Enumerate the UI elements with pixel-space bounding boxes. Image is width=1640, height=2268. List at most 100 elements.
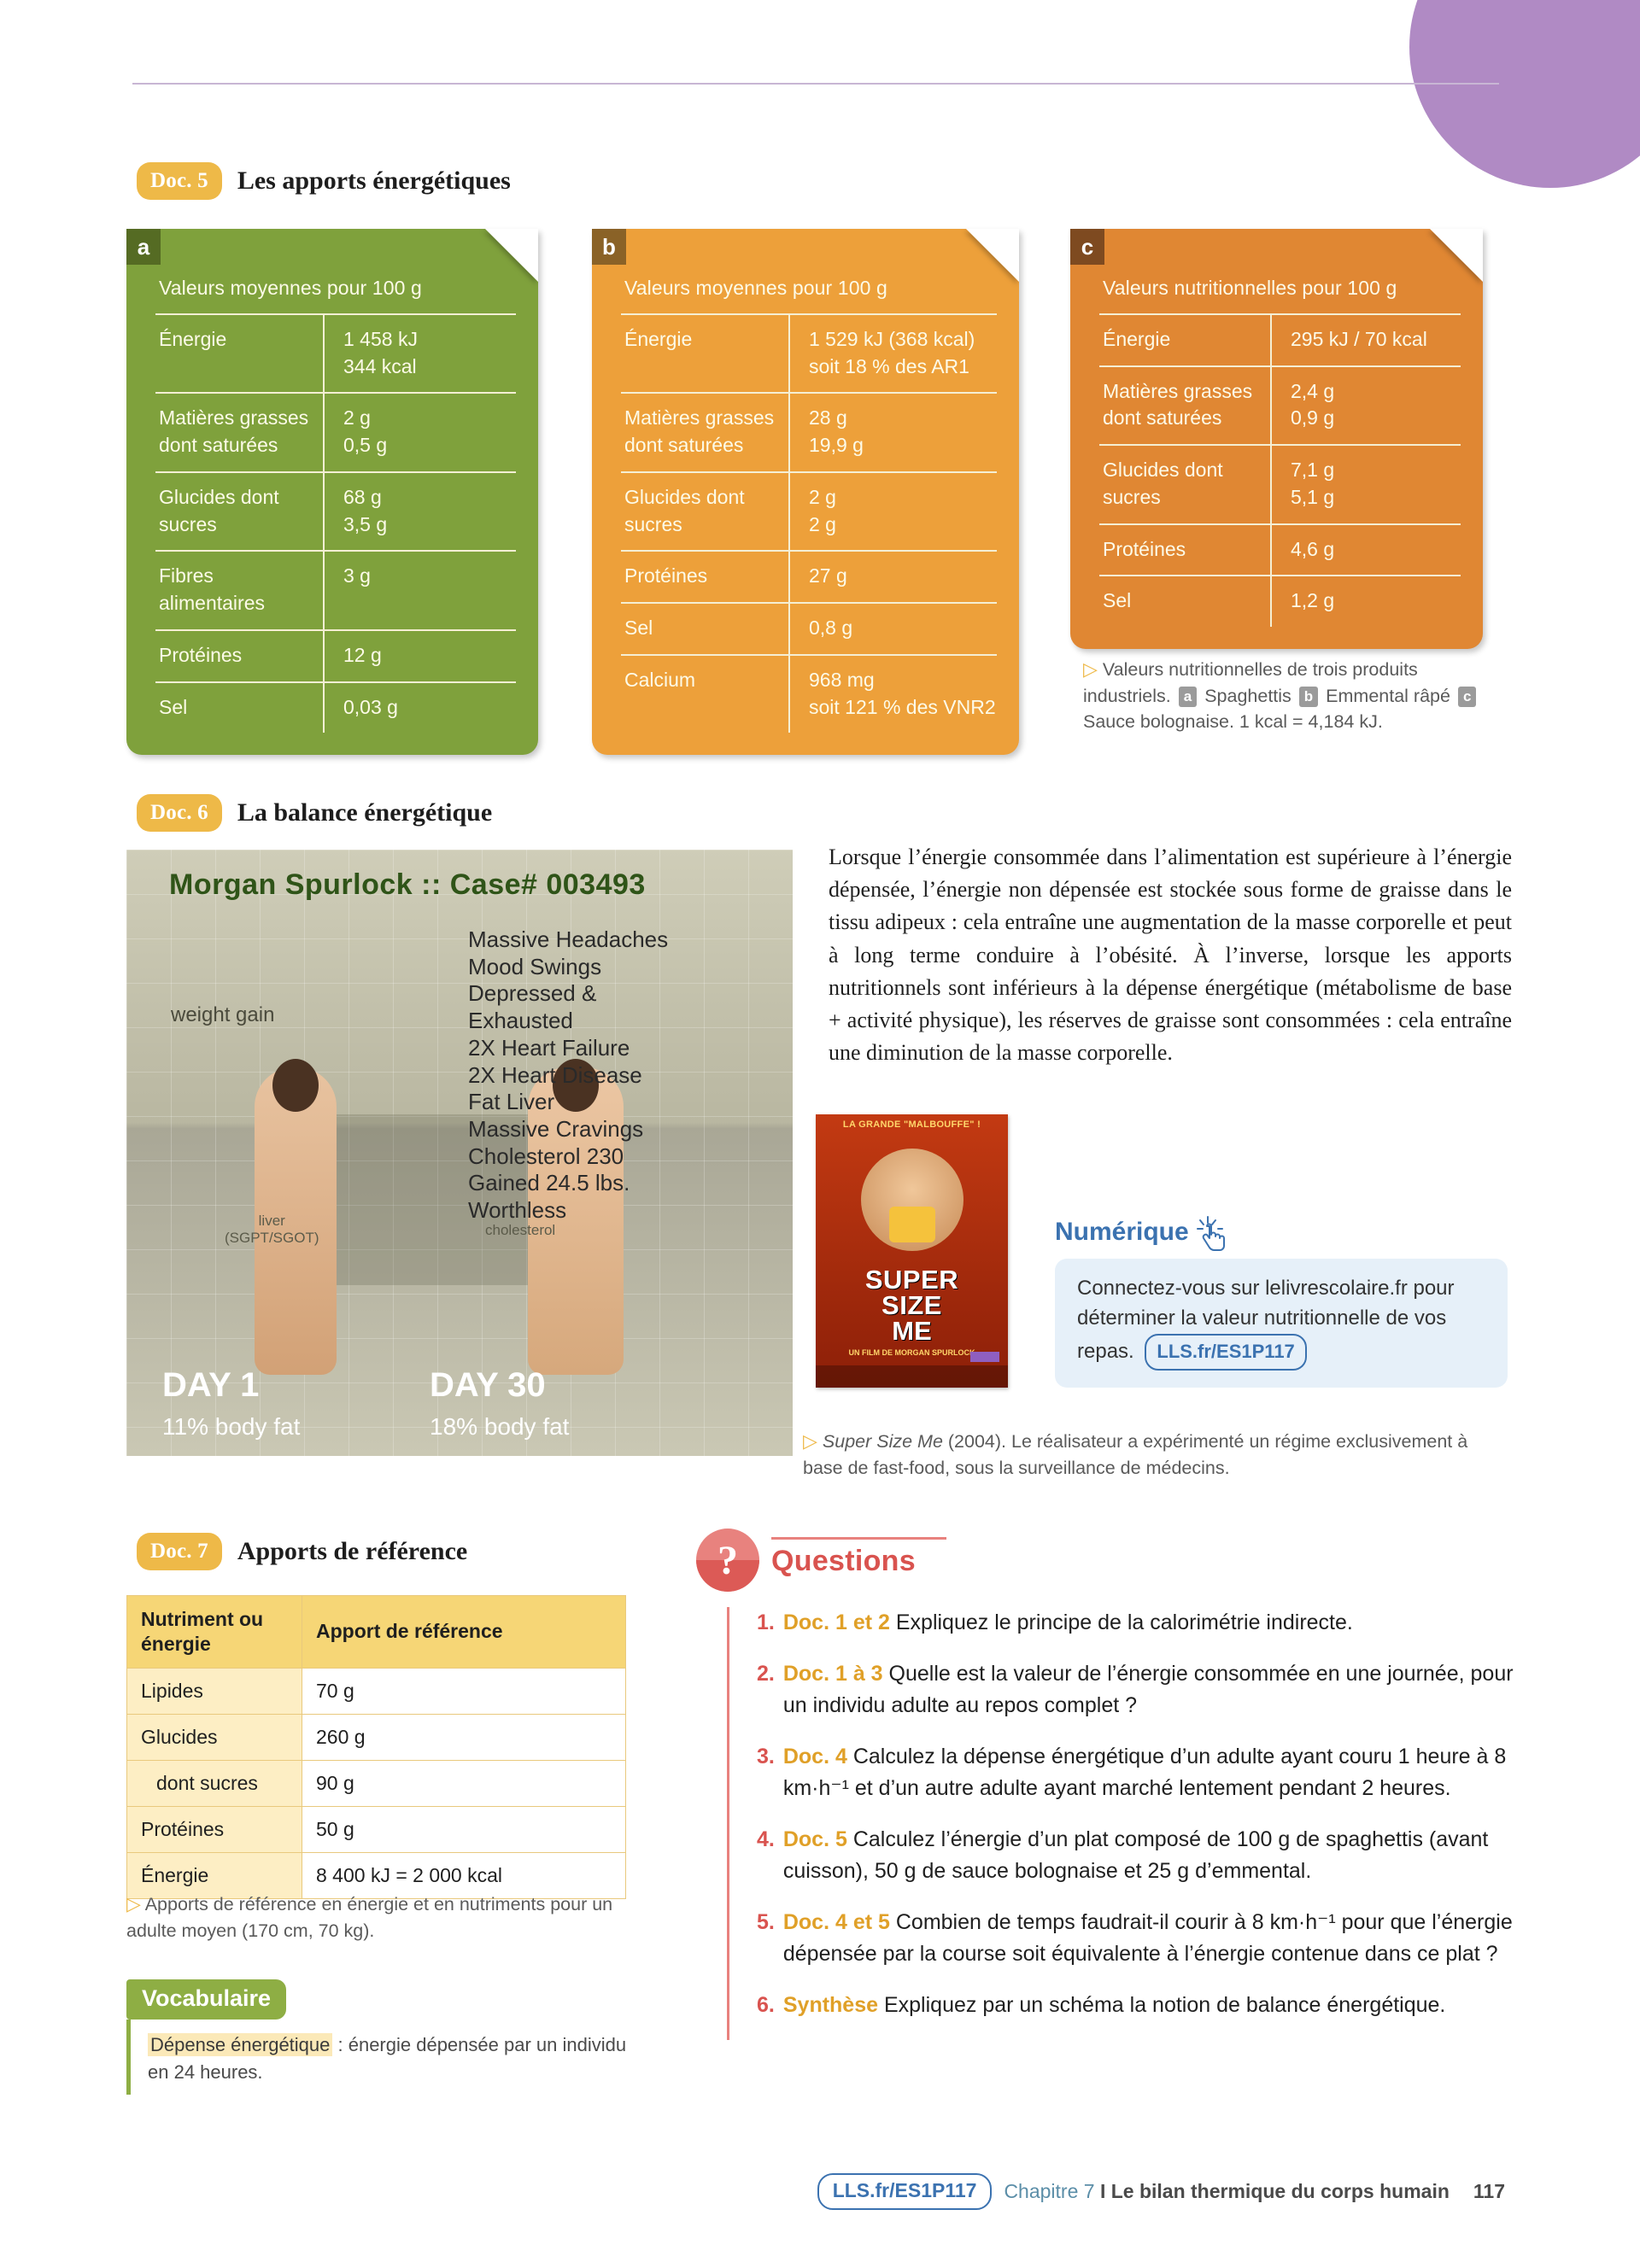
poster-bottom-bar <box>816 1365 1008 1388</box>
page-footer: LLS.fr/ES1P117 Chapitre 7 I Le bilan the… <box>0 2173 1640 2210</box>
cell-value: 260 g <box>302 1713 626 1761</box>
list-item: 1. Doc. 1 et 2 Expliquez le principe de … <box>729 1607 1516 1658</box>
row-value: 1 458 kJ <box>343 328 418 350</box>
questions-list: 1. Doc. 1 et 2 Expliquez le principe de … <box>727 1607 1516 2040</box>
list-item: 6. Synthèse Expliquez par un schéma la n… <box>729 1990 1516 2041</box>
row-label: Énergie <box>1103 328 1171 350</box>
doc7-pill: Doc. 7 <box>137 1533 222 1570</box>
row-value-2: 344 kcal <box>343 354 417 377</box>
page-fold-icon <box>966 229 1019 282</box>
question-number: 1. <box>757 1610 775 1634</box>
table-row: Glucides 260 g <box>126 1713 626 1761</box>
question-body: Doc. 1 à 3 Quelle est la valeur de l’éne… <box>783 1658 1516 1722</box>
page-fold-icon <box>485 229 538 282</box>
row-value-2: 0,5 g <box>343 434 388 457</box>
numerique-title: Numérique <box>1055 1218 1189 1246</box>
row-label-2: sucres <box>624 512 682 535</box>
head-shape <box>272 1059 319 1112</box>
question-doc-ref: Doc. 5 <box>782 1827 847 1851</box>
table-row: Énergie 295 kJ / 70 kcal <box>1099 313 1461 365</box>
cell-value: 50 g <box>302 1805 626 1853</box>
question-text: Expliquez par un schéma la notion de bal… <box>878 1992 1446 2017</box>
caption-text: Valeurs nutritionnelles de trois produit… <box>1083 659 1418 706</box>
question-doc-ref: Doc. 1 et 2 <box>782 1610 890 1634</box>
row-value-2: 5,1 g <box>1291 485 1335 508</box>
row-value: 968 mg <box>809 668 875 691</box>
photo-weight-gain-label: weight gain <box>171 1003 275 1026</box>
question-mark-icon: ? <box>696 1529 759 1592</box>
vocabulaire-title: Vocabulaire <box>126 1979 287 2020</box>
row-value: 68 g <box>343 485 382 508</box>
card-tag-c: c <box>1070 229 1104 265</box>
row-label: Matières grasses <box>1103 379 1253 402</box>
row-label: Calcium <box>624 668 696 691</box>
row-label: Protéines <box>624 564 708 587</box>
row-label: Matières grasses <box>159 406 309 430</box>
row-value: 27 g <box>809 564 847 587</box>
footer-chapter: Chapitre 7 I Le bilan thermique du corps… <box>1004 2180 1449 2203</box>
question-number: 3. <box>757 1744 775 1768</box>
row-value: 4,6 g <box>1291 537 1335 560</box>
question-number: 2. <box>757 1661 775 1686</box>
photo-liver-label: liver (SGPT/SGOT) <box>225 1213 319 1247</box>
list-item: 4. Doc. 5 Calculez l’énergie d’un plat c… <box>729 1824 1516 1907</box>
photo-bodyfat-day30: 18% body fat <box>430 1413 570 1440</box>
row-value: 2,4 g <box>1291 379 1335 402</box>
row-label: Énergie <box>624 328 693 350</box>
cell-nutrient: Énergie <box>126 1851 302 1899</box>
row-value: 1,2 g <box>1291 589 1335 612</box>
row-label: Protéines <box>1103 537 1186 560</box>
card-b-header: Valeurs moyennes pour 100 g <box>624 277 887 299</box>
poster-word-me: ME <box>892 1316 932 1346</box>
doc5-cards: a Valeurs moyennes pour 100 g Énergie 1 … <box>126 229 1519 756</box>
question-text: Expliquez le principe de la calorimétrie… <box>889 1610 1353 1634</box>
doc7-caption: ▷ Apports de référence en énergie et en … <box>126 1891 630 1944</box>
table-header-row: Nutriment ou énergie Apport de référence <box>126 1595 626 1669</box>
questions-header: ? Questions <box>696 1529 1516 1592</box>
row-label: Énergie <box>159 328 227 350</box>
row-label: Fibres alimentaires <box>159 564 265 615</box>
supersize-me-photo: Morgan Spurlock :: Case# 003493 Massive … <box>126 850 793 1456</box>
questions-title: Questions <box>771 1545 916 1577</box>
numerique-link-chip[interactable]: LLS.fr/ES1P117 <box>1145 1333 1307 1371</box>
table-row: Énergie 1 529 kJ (368 kcal) soit 18 % des… <box>621 313 997 393</box>
table-row: Protéines 27 g <box>621 550 997 603</box>
row-value: 2 g <box>809 485 836 508</box>
caption-arrow-icon: ▷ <box>1083 658 1098 680</box>
row-label-2: dont saturées <box>159 434 278 457</box>
row-label-2: sucres <box>1103 485 1161 508</box>
cell-nutrient: Glucides <box>126 1713 302 1761</box>
page-fold-icon <box>1430 229 1483 282</box>
numerique-title-row: Numérique <box>1055 1213 1508 1252</box>
footer-link-chip[interactable]: LLS.fr/ES1P117 <box>817 2173 993 2210</box>
table-row: Sel 0,8 g <box>621 602 997 654</box>
row-value-2: 3,5 g <box>343 512 388 535</box>
row-label-2: dont saturées <box>624 434 744 457</box>
row-value: 7,1 g <box>1291 459 1335 482</box>
caption-tag-a: a <box>1178 686 1198 707</box>
photo-case-title: Morgan Spurlock :: Case# 003493 <box>169 868 646 901</box>
poster-tagline: LA GRANDE "MALBOUFFE" ! <box>842 1119 981 1130</box>
poster-caption-text: (2004). Le réalisateur a expérimenté un … <box>803 1431 1468 1478</box>
row-label: Sel <box>1103 589 1132 612</box>
row-label: Sel <box>624 617 653 640</box>
card-tag-b: b <box>592 229 626 265</box>
table-row: Sel 1,2 g <box>1099 575 1461 628</box>
nutrition-card-b: b Valeurs moyennes pour 100 g Énergie 1 … <box>592 229 1019 756</box>
footer-separator: I <box>1094 2180 1111 2202</box>
body-silhouette-day1 <box>255 1059 337 1375</box>
caption-arrow-icon: ▷ <box>803 1430 817 1452</box>
question-body: Doc. 5 Calculez l’énergie d’un plat comp… <box>783 1824 1516 1888</box>
caption-tag-c: c <box>1457 686 1477 707</box>
list-item: 3. Doc. 4 Calculez la dépense énergétiqu… <box>729 1741 1516 1824</box>
vocabulaire-term: Dépense énergétique <box>148 2033 333 2056</box>
card-c-header: Valeurs nutritionnelles pour 100 g <box>1103 277 1397 299</box>
doc6-pill: Doc. 6 <box>137 794 222 832</box>
doc7-caption-text: Apports de référence en énergie et en nu… <box>126 1894 613 1941</box>
row-label: Protéines <box>159 643 243 666</box>
doc5-pill: Doc. 5 <box>137 162 222 200</box>
row-value-2: 19,9 g <box>809 434 864 457</box>
table-row: Sel 0,03 g <box>155 681 516 734</box>
table-row: dont sucres 90 g <box>126 1759 626 1807</box>
list-item: 2. Doc. 1 à 3 Quelle est la valeur de l’… <box>729 1658 1516 1741</box>
